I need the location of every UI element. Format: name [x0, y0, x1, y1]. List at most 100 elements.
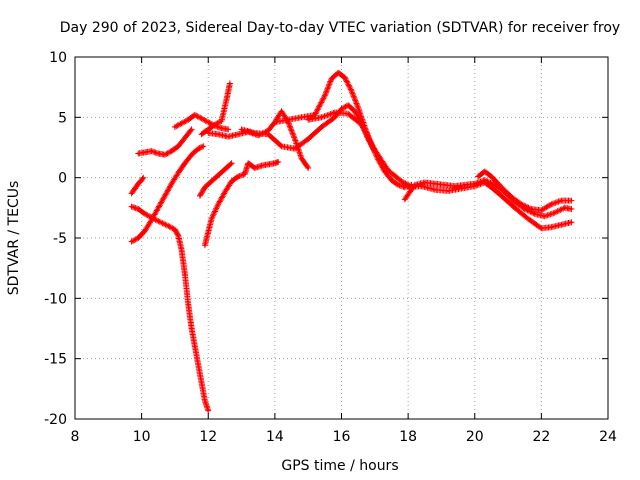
- data-point: [253, 166, 257, 170]
- y-tick-label: 10: [49, 50, 67, 66]
- data-point: [190, 153, 193, 156]
- data-point: [150, 149, 153, 153]
- data-point: [420, 184, 423, 188]
- y-axis-label: SDTVAR / TECUs: [6, 181, 22, 296]
- data-point: [540, 209, 543, 212]
- data-point: [306, 137, 310, 141]
- data-point: [173, 228, 177, 231]
- data-point: [493, 183, 496, 187]
- data-point: [300, 116, 303, 119]
- x-tick-label: 20: [466, 429, 484, 445]
- data-point: [553, 211, 556, 214]
- series-track-14: [405, 179, 575, 232]
- data-point: [200, 117, 203, 120]
- data-point: [170, 182, 173, 185]
- data-point: [223, 168, 227, 171]
- data-point: [203, 186, 207, 189]
- data-point: [197, 363, 200, 366]
- data-point: [183, 273, 187, 276]
- data-point: [306, 166, 310, 170]
- data-point: [510, 195, 513, 199]
- data-point: [243, 172, 247, 176]
- data-point: [197, 147, 200, 150]
- data-point: [293, 147, 297, 150]
- data-point: [247, 161, 250, 165]
- series-track-6: [198, 80, 233, 138]
- y-tick-label: -20: [44, 412, 67, 428]
- data-point: [563, 206, 566, 210]
- x-tick-label: 24: [599, 429, 617, 445]
- data-point: [193, 345, 197, 348]
- data-point: [163, 194, 167, 197]
- data-point: [483, 170, 486, 173]
- data-point: [550, 203, 553, 206]
- x-tick-label: 8: [71, 429, 80, 445]
- data-point: [423, 181, 426, 184]
- data-point: [473, 184, 476, 188]
- plus-markers: [305, 109, 412, 188]
- data-point: [143, 212, 147, 216]
- data-point: [433, 182, 436, 185]
- data-point: [237, 133, 240, 136]
- series-track-2: [128, 143, 207, 245]
- plus-markers: [238, 102, 378, 155]
- data-point: [210, 217, 213, 220]
- data-point: [433, 188, 436, 191]
- data-point: [356, 106, 360, 109]
- data-point: [203, 244, 207, 247]
- data-point: [203, 399, 207, 403]
- data-point: [217, 203, 220, 206]
- data-point: [190, 327, 193, 330]
- data-point: [353, 110, 357, 113]
- series-track-7: [196, 160, 235, 199]
- series-track-4: [135, 126, 195, 158]
- data-point: [227, 135, 230, 138]
- data-point: [190, 128, 193, 131]
- data-point: [273, 120, 277, 124]
- data-point: [227, 128, 230, 131]
- data-point: [336, 71, 340, 74]
- data-point: [287, 118, 290, 121]
- data-point: [207, 128, 210, 131]
- data-point: [273, 161, 277, 165]
- x-tick-label: 18: [399, 429, 417, 445]
- data-point: [157, 152, 160, 155]
- data-point: [157, 206, 160, 210]
- data-point: [183, 161, 187, 165]
- data-point: [177, 171, 180, 175]
- data-point: [207, 230, 210, 234]
- data-point: [230, 180, 233, 183]
- data-point: [513, 206, 516, 210]
- data-point: [213, 123, 217, 126]
- data-point: [207, 120, 210, 124]
- data-point: [137, 152, 140, 155]
- data-point: [230, 161, 233, 165]
- data-point: [396, 183, 400, 187]
- data-point: [277, 160, 280, 164]
- y-tick-label: 0: [58, 171, 67, 187]
- series-track-1: [128, 174, 147, 197]
- data-point: [137, 207, 140, 211]
- plus-markers: [201, 159, 282, 249]
- y-tick-label: -10: [44, 291, 67, 307]
- data-point: [306, 118, 310, 121]
- data-point: [530, 207, 533, 211]
- data-point: [446, 189, 450, 193]
- data-point: [340, 107, 343, 111]
- data-point: [143, 151, 147, 154]
- plus-markers: [475, 168, 575, 214]
- plus-markers: [128, 143, 207, 245]
- data-point: [570, 207, 573, 211]
- data-point: [137, 182, 140, 185]
- data-point: [133, 187, 137, 190]
- data-point: [383, 170, 387, 173]
- data-point: [570, 221, 573, 224]
- data-point: [200, 381, 203, 384]
- data-point: [130, 192, 133, 195]
- data-point: [443, 183, 446, 187]
- data-point: [163, 153, 167, 156]
- data-point: [293, 137, 297, 141]
- data-point: [490, 186, 493, 189]
- data-point: [193, 113, 197, 117]
- data-point: [202, 145, 205, 148]
